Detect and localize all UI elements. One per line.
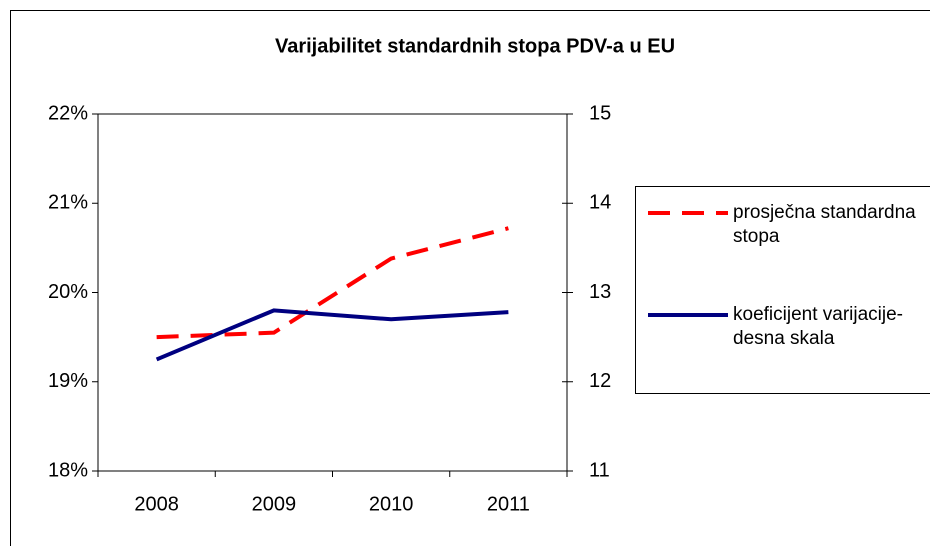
series-line: [155, 308, 509, 362]
y-tick-label: 19%: [48, 370, 88, 392]
series-line: [156, 226, 509, 340]
chart-title: Varijabilitet standardnih stopa PDV-a u …: [275, 35, 675, 57]
y-tick-label: 20%: [48, 281, 88, 303]
chart-frame: [10, 10, 930, 546]
y2-tick-label: 15: [589, 102, 611, 124]
y2-tick-label: 11: [589, 459, 610, 481]
y-tick-label: 18%: [48, 459, 88, 481]
x-tick-label: 2008: [134, 493, 179, 515]
legend-label: prosječna standardna stopa: [733, 202, 916, 247]
x-tick-label: 2011: [487, 493, 530, 515]
y2-tick-label: 12: [589, 370, 611, 392]
x-tick-label: 2010: [369, 493, 414, 515]
y2-tick-label: 13: [589, 281, 611, 303]
legend-box: [635, 186, 930, 394]
y2-tick-label: 14: [589, 192, 611, 214]
y-tick-label: 21%: [48, 192, 88, 214]
legend-label: koeficijent varijacije- desna skala: [733, 304, 904, 349]
y-tick-label: 22%: [48, 102, 88, 124]
x-tick-label: 2009: [252, 493, 297, 515]
plot-area: [97, 113, 568, 472]
